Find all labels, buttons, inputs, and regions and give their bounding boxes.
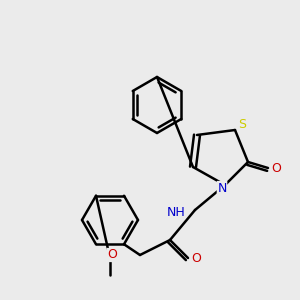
Text: NH: NH [166, 206, 185, 218]
Text: S: S [238, 118, 246, 131]
Text: O: O [191, 251, 201, 265]
Text: O: O [107, 248, 117, 262]
Text: N: N [217, 182, 227, 194]
Text: O: O [271, 161, 281, 175]
